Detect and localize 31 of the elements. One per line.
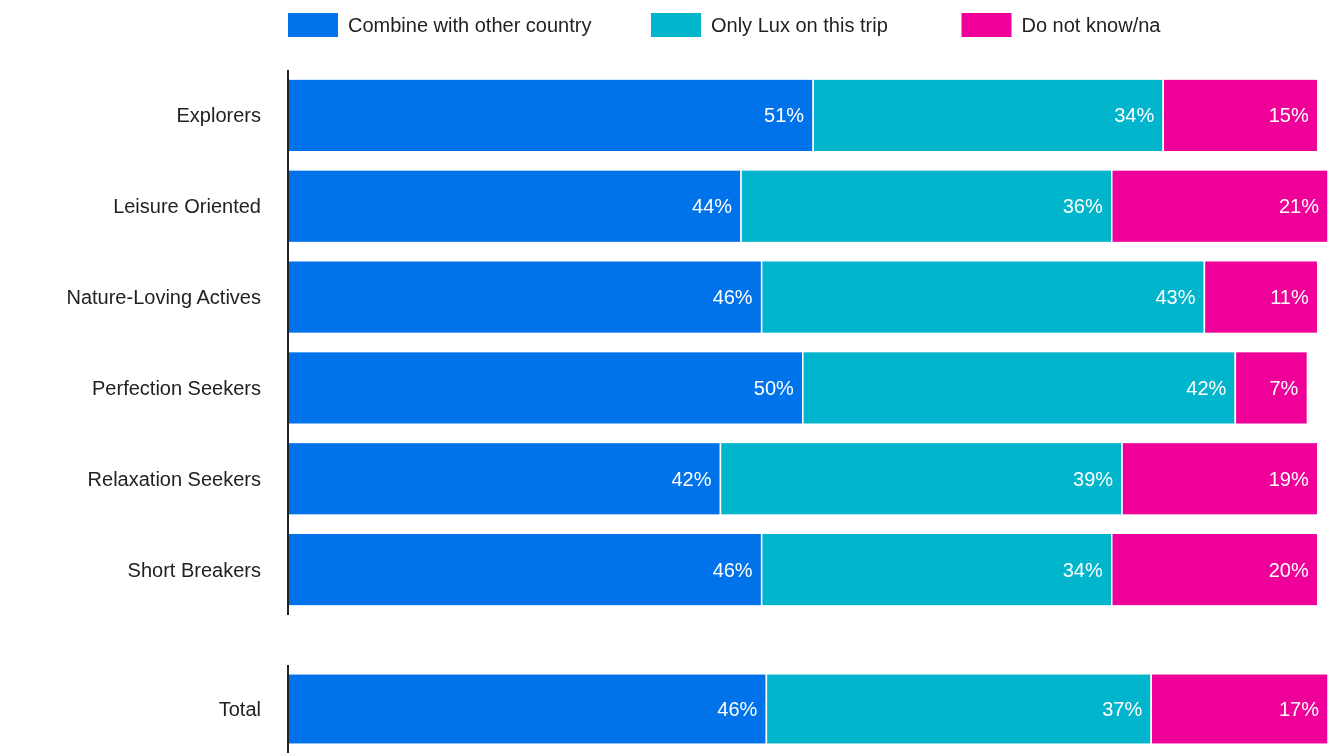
y-tick-label: Relaxation Seekers (87, 467, 261, 490)
data-label: 7% (1269, 376, 1299, 399)
legend-label: Do not know/na (1021, 14, 1162, 36)
data-label: 11% (1270, 286, 1309, 309)
data-label: 17% (1278, 698, 1320, 720)
y-tick-label: Total (218, 698, 261, 720)
data-label: 46% (717, 698, 758, 720)
y-tick-label: Explorers (176, 104, 261, 127)
data-label: 37% (1102, 698, 1143, 720)
y-tick-label: Leisure Oriented (113, 195, 261, 218)
data-label: 42% (671, 467, 712, 490)
data-label: 43% (1155, 286, 1196, 309)
data-label: 44% (692, 195, 733, 218)
data-label: 50% (753, 376, 795, 399)
data-label: 39% (1073, 467, 1114, 490)
data-label: 46% (712, 558, 753, 581)
y-tick-label: Perfection Seekers (92, 376, 261, 399)
data-label: 46% (712, 286, 753, 309)
data-label: 34% (1114, 104, 1155, 127)
data-label: 36% (1062, 195, 1103, 218)
data-label: 20% (1268, 558, 1309, 581)
text: Combine with other country (348, 14, 592, 36)
data-label: 21% (1278, 195, 1320, 218)
data-label: 42% (1186, 376, 1227, 399)
data-label: 51% (764, 104, 805, 127)
y-tick-label: Short Breakers (127, 558, 261, 581)
data-label: 15% (1268, 104, 1309, 127)
data-label: 34% (1062, 558, 1103, 581)
data-label: 19% (1268, 467, 1309, 490)
y-tick-label: Nature-Loving Actives (66, 286, 261, 309)
legend-label: Only Lux on this trip (711, 14, 888, 36)
